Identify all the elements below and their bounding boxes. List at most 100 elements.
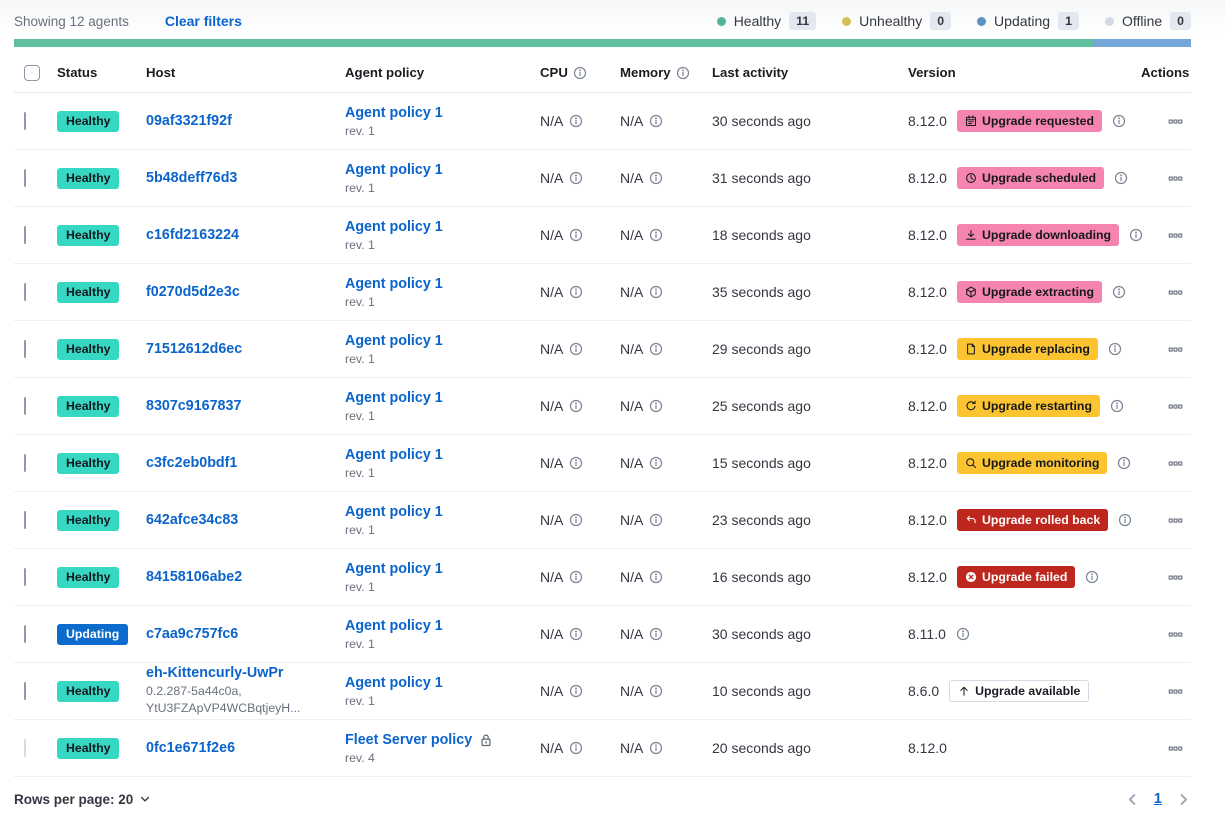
- cpu-info-icon[interactable]: [573, 66, 587, 80]
- upgrade-badge-label: Upgrade monitoring: [981, 456, 1100, 470]
- memory-na-info-icon[interactable]: [649, 171, 663, 185]
- package-icon: [965, 286, 977, 298]
- row-actions-button[interactable]: [1168, 285, 1183, 300]
- memory-na-info-icon[interactable]: [649, 342, 663, 356]
- row-checkbox[interactable]: [24, 739, 26, 757]
- cpu-na-info-icon[interactable]: [569, 513, 583, 527]
- row-checkbox[interactable]: [24, 226, 26, 244]
- upgrade-info-icon[interactable]: [1117, 456, 1131, 470]
- memory-na-info-icon[interactable]: [649, 570, 663, 584]
- agent-policy-link[interactable]: Agent policy 1: [345, 617, 443, 634]
- upgrade-info-icon[interactable]: [1112, 285, 1126, 299]
- cpu-na-info-icon[interactable]: [569, 627, 583, 641]
- row-actions-button[interactable]: [1168, 741, 1183, 756]
- next-page-button[interactable]: [1176, 792, 1191, 807]
- row-actions-button[interactable]: [1168, 570, 1183, 585]
- rows-per-page-button[interactable]: Rows per page: 20: [14, 792, 151, 807]
- memory-na-info-icon[interactable]: [649, 684, 663, 698]
- row-checkbox[interactable]: [24, 511, 26, 529]
- agent-policy-link[interactable]: Agent policy 1: [345, 218, 443, 235]
- upgrade-info-icon[interactable]: [1114, 171, 1128, 185]
- row-checkbox[interactable]: [24, 283, 26, 301]
- select-all-checkbox[interactable]: [24, 64, 40, 81]
- cpu-na-info-icon[interactable]: [569, 684, 583, 698]
- legend-count-badge: 0: [930, 12, 952, 30]
- agent-policy-link[interactable]: Agent policy 1: [345, 674, 443, 691]
- memory-na-info-icon[interactable]: [649, 114, 663, 128]
- cpu-na-info-icon[interactable]: [569, 741, 583, 755]
- agent-policy-link[interactable]: Agent policy 1: [345, 560, 443, 577]
- row-checkbox[interactable]: [24, 625, 26, 643]
- agent-policy-link[interactable]: Agent policy 1: [345, 161, 443, 178]
- row-actions-button[interactable]: [1168, 684, 1183, 699]
- host-link[interactable]: 09af3321f92f: [146, 113, 232, 129]
- memory-na-info-icon[interactable]: [649, 456, 663, 470]
- row-checkbox[interactable]: [24, 340, 26, 358]
- host-link[interactable]: 71512612d6ec: [146, 341, 243, 357]
- cpu-na-info-icon[interactable]: [569, 285, 583, 299]
- row-actions-button[interactable]: [1168, 399, 1183, 414]
- memory-na-info-icon[interactable]: [649, 741, 663, 755]
- previous-page-button[interactable]: [1125, 792, 1140, 807]
- version-value: 8.12.0: [908, 284, 947, 300]
- host-link[interactable]: 642afce34c83: [146, 512, 239, 528]
- row-actions-button[interactable]: [1168, 627, 1183, 642]
- cpu-na-info-icon[interactable]: [569, 228, 583, 242]
- host-link[interactable]: 0fc1e671f2e6: [146, 740, 236, 756]
- row-actions-button[interactable]: [1168, 513, 1183, 528]
- upgrade-info-icon[interactable]: [1085, 570, 1099, 584]
- upgrade-status-badge: Upgrade requested: [956, 110, 1103, 132]
- agent-policy-link[interactable]: Agent policy 1: [345, 446, 443, 463]
- host-link[interactable]: 5b48deff76d3: [146, 170, 238, 186]
- row-actions-button[interactable]: [1168, 228, 1183, 243]
- cpu-na-info-icon[interactable]: [569, 399, 583, 413]
- row-actions-button[interactable]: [1168, 456, 1183, 471]
- health-bar-segment: [1093, 39, 1191, 47]
- cpu-na-info-icon[interactable]: [569, 570, 583, 584]
- host-link[interactable]: f0270d5d2e3c: [146, 284, 240, 300]
- row-checkbox[interactable]: [24, 454, 26, 472]
- host-link[interactable]: 84158106abe2: [146, 569, 243, 585]
- status-badge: Healthy: [57, 110, 120, 132]
- host-link[interactable]: c16fd2163224: [146, 227, 240, 243]
- row-actions-button[interactable]: [1168, 342, 1183, 357]
- cpu-na-info-icon[interactable]: [569, 456, 583, 470]
- host-link[interactable]: c7aa9c757fc6: [146, 626, 239, 642]
- memory-na-info-icon[interactable]: [649, 285, 663, 299]
- row-actions-button[interactable]: [1168, 114, 1183, 129]
- version-value: 8.12.0: [908, 569, 947, 585]
- upgrade-info-icon[interactable]: [1110, 399, 1124, 413]
- page-number-1[interactable]: 1: [1153, 791, 1162, 807]
- row-checkbox[interactable]: [24, 112, 26, 130]
- cpu-na-info-icon[interactable]: [569, 342, 583, 356]
- upgrade-badge-label: Upgrade restarting: [981, 399, 1092, 413]
- memory-na-info-icon[interactable]: [649, 399, 663, 413]
- row-checkbox[interactable]: [24, 169, 26, 187]
- memory-na-info-icon[interactable]: [649, 228, 663, 242]
- agent-policy-link[interactable]: Agent policy 1: [345, 275, 443, 292]
- upgrade-info-icon[interactable]: [1108, 342, 1122, 356]
- row-checkbox[interactable]: [24, 568, 26, 586]
- row-checkbox[interactable]: [24, 397, 26, 415]
- legend-item-offline: Offline 0: [1104, 12, 1191, 30]
- agent-policy-link[interactable]: Agent policy 1: [345, 332, 443, 349]
- memory-info-icon[interactable]: [676, 66, 690, 80]
- agent-policy-link[interactable]: Agent policy 1: [345, 503, 443, 520]
- memory-na-info-icon[interactable]: [649, 627, 663, 641]
- upgrade-info-icon[interactable]: [1112, 114, 1126, 128]
- upgrade-info-icon[interactable]: [956, 627, 970, 641]
- agent-policy-link[interactable]: Fleet Server policy: [345, 731, 473, 748]
- upgrade-info-icon[interactable]: [1118, 513, 1132, 527]
- cpu-na-info-icon[interactable]: [569, 171, 583, 185]
- row-actions-button[interactable]: [1168, 171, 1183, 186]
- upgrade-info-icon[interactable]: [1129, 228, 1143, 242]
- host-link[interactable]: c3fc2eb0bdf1: [146, 455, 238, 471]
- host-link[interactable]: eh-Kittencurly-UwPr: [146, 665, 284, 682]
- agent-policy-link[interactable]: Agent policy 1: [345, 104, 443, 121]
- memory-na-info-icon[interactable]: [649, 513, 663, 527]
- clear-filters-link[interactable]: Clear filters: [164, 13, 242, 29]
- row-checkbox[interactable]: [24, 682, 26, 700]
- agent-policy-link[interactable]: Agent policy 1: [345, 389, 443, 406]
- host-link[interactable]: 8307c9167837: [146, 398, 242, 414]
- cpu-na-info-icon[interactable]: [569, 114, 583, 128]
